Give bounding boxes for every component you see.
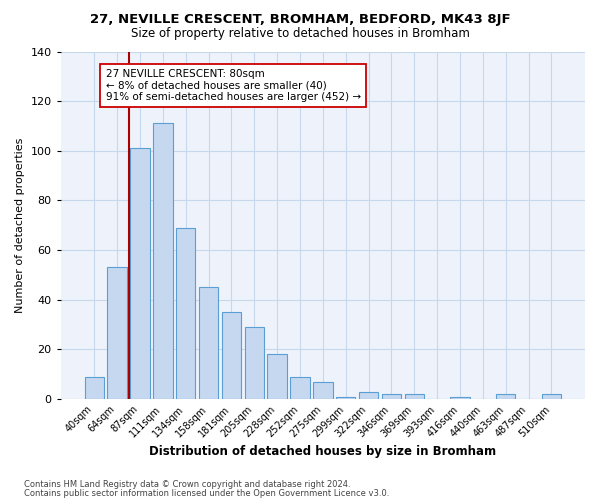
Bar xyxy=(450,396,470,399)
Bar xyxy=(336,396,355,399)
Bar xyxy=(404,394,424,399)
Bar xyxy=(221,312,241,399)
Text: 27, NEVILLE CRESCENT, BROMHAM, BEDFORD, MK43 8JF: 27, NEVILLE CRESCENT, BROMHAM, BEDFORD, … xyxy=(89,12,511,26)
Bar xyxy=(107,268,127,399)
Bar xyxy=(176,228,196,399)
Bar xyxy=(290,376,310,399)
Bar xyxy=(153,124,173,399)
Text: Contains public sector information licensed under the Open Government Licence v3: Contains public sector information licen… xyxy=(24,488,389,498)
Text: Size of property relative to detached houses in Bromham: Size of property relative to detached ho… xyxy=(131,28,469,40)
Bar xyxy=(245,327,264,399)
Bar xyxy=(130,148,149,399)
Bar xyxy=(268,354,287,399)
Bar xyxy=(85,376,104,399)
Bar xyxy=(313,382,332,399)
Bar xyxy=(496,394,515,399)
Bar xyxy=(542,394,561,399)
Bar xyxy=(199,288,218,399)
Bar xyxy=(382,394,401,399)
Text: 27 NEVILLE CRESCENT: 80sqm
← 8% of detached houses are smaller (40)
91% of semi-: 27 NEVILLE CRESCENT: 80sqm ← 8% of detac… xyxy=(106,69,361,102)
Y-axis label: Number of detached properties: Number of detached properties xyxy=(15,138,25,313)
X-axis label: Distribution of detached houses by size in Bromham: Distribution of detached houses by size … xyxy=(149,444,496,458)
Text: Contains HM Land Registry data © Crown copyright and database right 2024.: Contains HM Land Registry data © Crown c… xyxy=(24,480,350,489)
Bar xyxy=(359,392,378,399)
